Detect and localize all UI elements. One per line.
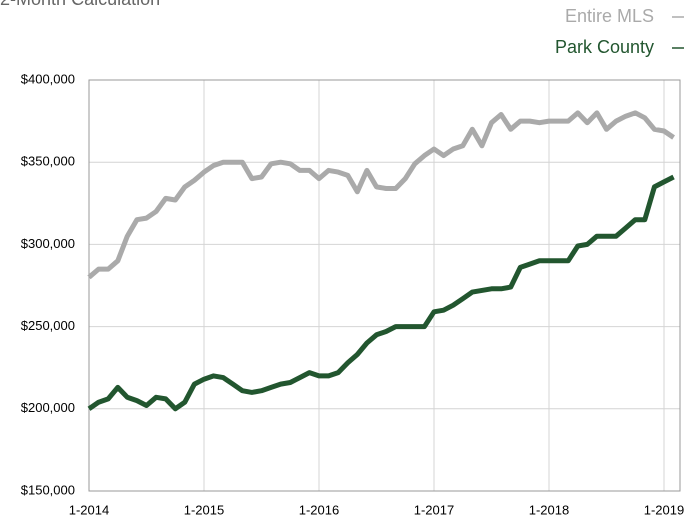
y-tick-label: $300,000 (21, 236, 75, 251)
y-tick-label: $150,000 (21, 482, 75, 497)
x-tick-label: 1-2016 (299, 502, 339, 517)
subtitle: Rolling 12-Month Calculation (0, 0, 160, 9)
x-tick-label: 1-2015 (184, 502, 224, 517)
series-line (87, 174, 675, 412)
plot-frame (88, 79, 681, 492)
legend-label: Entire MLS (565, 6, 654, 26)
x-tick-label: 1-2019 (644, 502, 684, 517)
x-tick-label: 1-2014 (69, 502, 109, 517)
x-tick-label: 1-2017 (414, 502, 454, 517)
x-tick-label: 1-2018 (529, 502, 569, 517)
y-tick-label: $400,000 (21, 71, 75, 86)
series-line (87, 110, 676, 280)
y-tick-label: $200,000 (21, 400, 75, 415)
legend-label: Park County (555, 37, 654, 57)
y-tick-label: $250,000 (21, 318, 75, 333)
y-tick-label: $350,000 (21, 154, 75, 169)
